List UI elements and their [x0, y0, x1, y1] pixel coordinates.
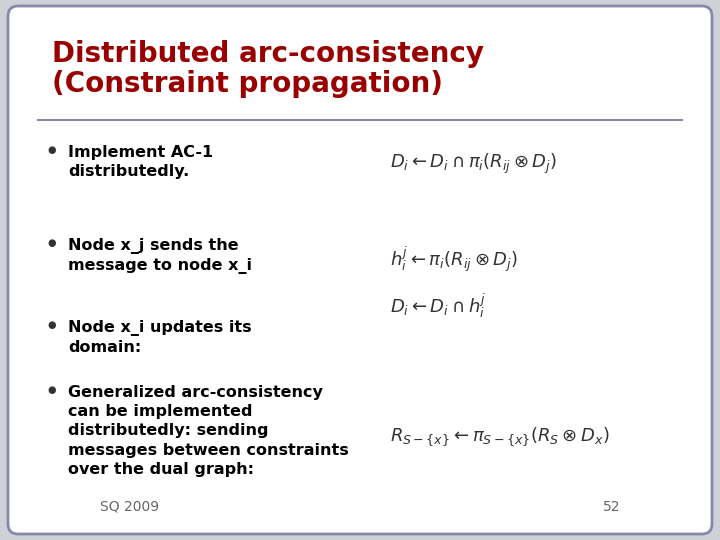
Text: Distributed arc-consistency: Distributed arc-consistency: [52, 40, 484, 68]
Text: Node x_i updates its
domain:: Node x_i updates its domain:: [68, 320, 251, 355]
Text: ●: ●: [48, 145, 56, 155]
Text: ●: ●: [48, 385, 56, 395]
Text: Implement AC-1
distributedly.: Implement AC-1 distributedly.: [68, 145, 213, 179]
Text: $D_i \leftarrow D_i \cap \pi_i(R_{ij} \otimes D_j)$: $D_i \leftarrow D_i \cap \pi_i(R_{ij} \o…: [390, 152, 557, 176]
Text: (Constraint propagation): (Constraint propagation): [52, 70, 443, 98]
Text: $D_i \leftarrow D_i \cap h_i^j$: $D_i \leftarrow D_i \cap h_i^j$: [390, 292, 486, 321]
Text: 52: 52: [603, 500, 620, 514]
Text: ●: ●: [48, 320, 56, 330]
Text: Generalized arc-consistency
can be implemented
distributedly: sending
messages b: Generalized arc-consistency can be imple…: [68, 385, 348, 477]
Text: Node x_j sends the
message to node x_i: Node x_j sends the message to node x_i: [68, 238, 252, 274]
Text: $R_{S-\{x\}} \leftarrow \pi_{S-\{x\}}(R_S \otimes D_x)$: $R_{S-\{x\}} \leftarrow \pi_{S-\{x\}}(R_…: [390, 425, 610, 448]
Text: SQ 2009: SQ 2009: [100, 500, 159, 514]
Text: ●: ●: [48, 238, 56, 248]
Text: $h_i^j \leftarrow \pi_i(R_{ij} \otimes D_j)$: $h_i^j \leftarrow \pi_i(R_{ij} \otimes D…: [390, 245, 518, 275]
FancyBboxPatch shape: [8, 6, 712, 534]
